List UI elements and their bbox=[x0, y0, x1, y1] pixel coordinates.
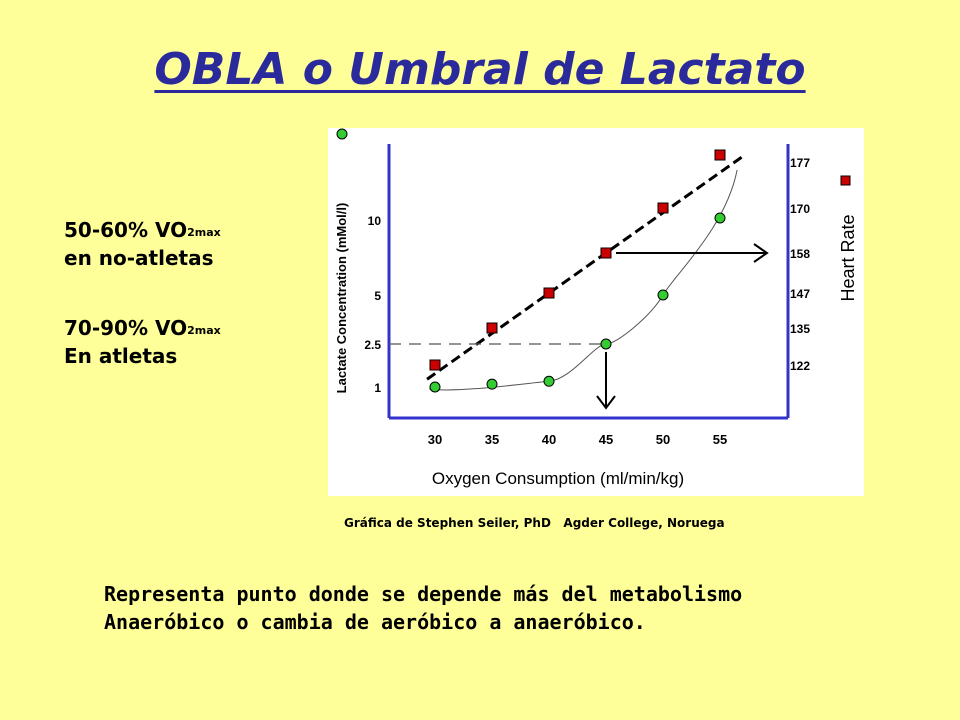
heart-rate-point bbox=[600, 247, 612, 259]
description-text: Representa punto donde se depende más de… bbox=[104, 580, 742, 636]
y2-tick-label: 158 bbox=[790, 247, 810, 261]
y-tick-label: 5 bbox=[374, 289, 381, 303]
x-tick-label: 45 bbox=[599, 432, 613, 447]
y2-tick-label: 170 bbox=[790, 202, 810, 216]
threshold-right-arrowhead bbox=[753, 243, 769, 263]
y-axis-label: Lactate Concentration (mMol/l) bbox=[334, 203, 349, 394]
lactate-point bbox=[714, 212, 726, 224]
vo2-athletes-value: 70-90% VO bbox=[64, 316, 188, 340]
heart-rate-point bbox=[429, 359, 441, 371]
lactate-point bbox=[486, 378, 498, 390]
y2-tick-label: 135 bbox=[790, 322, 810, 336]
heart-rate-point bbox=[657, 202, 669, 214]
description-line-2: Anaeróbico o cambia de aeróbico a anaeró… bbox=[104, 610, 646, 634]
description-line-1: Representa punto donde se depende más de… bbox=[104, 582, 743, 606]
heart-rate-legend-marker bbox=[840, 175, 851, 186]
x-tick-label: 30 bbox=[428, 432, 442, 447]
y2-tick-label: 122 bbox=[790, 359, 810, 373]
nonathletes-label: en no-atletas bbox=[64, 246, 214, 270]
chart-credit: Gráfica de Stephen Seiler, PhD Agder Col… bbox=[344, 516, 725, 530]
heart-rate-trend-line bbox=[426, 155, 744, 381]
x-tick-label: 55 bbox=[713, 432, 727, 447]
heart-rate-point bbox=[714, 149, 726, 161]
vo2-athletes-sub: 2max bbox=[187, 324, 221, 337]
lactate-point bbox=[429, 381, 441, 393]
vo2-athletes-range: 70-90% VO2max bbox=[64, 314, 221, 346]
heart-rate-point bbox=[486, 322, 498, 334]
lactate-point bbox=[657, 289, 669, 301]
y2-axis-label: Heart Rate bbox=[838, 214, 858, 301]
threshold-down-arrowhead bbox=[596, 395, 616, 410]
y-tick-label: 10 bbox=[368, 214, 382, 228]
y2-tick-label: 177 bbox=[790, 156, 810, 170]
lactate-point bbox=[543, 375, 555, 387]
x-tick-label: 50 bbox=[656, 432, 670, 447]
lactate-legend-marker bbox=[336, 128, 348, 140]
lactate-point bbox=[600, 338, 612, 350]
x-tick-label: 35 bbox=[485, 432, 499, 447]
x-axis-label: Oxygen Consumption (ml/min/kg) bbox=[432, 469, 684, 488]
vo2-nonathletes-sub: 2max bbox=[187, 226, 221, 239]
chart-background bbox=[328, 128, 864, 496]
y-tick-label: 1 bbox=[374, 381, 381, 395]
athletes-label: En atletas bbox=[64, 344, 178, 368]
x-tick-label: 40 bbox=[542, 432, 556, 447]
page-title: OBLA o Umbral de Lactato bbox=[154, 44, 806, 95]
lactate-threshold-chart: 30 35 40 45 50 55 1 2.5 5 10 122 135 147 158 170 177 Oxy… bbox=[328, 128, 864, 496]
heart-rate-point bbox=[543, 287, 555, 299]
vo2-nonathletes-range: 50-60% VO2max bbox=[64, 216, 221, 248]
y2-tick-label: 147 bbox=[790, 287, 810, 301]
vo2-nonathletes-value: 50-60% VO bbox=[64, 218, 188, 242]
y-tick-label: 2.5 bbox=[364, 338, 381, 352]
